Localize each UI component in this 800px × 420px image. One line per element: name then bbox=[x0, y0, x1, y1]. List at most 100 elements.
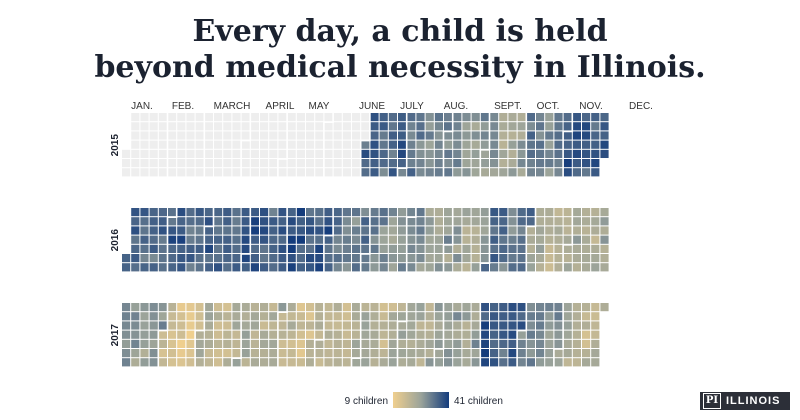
day-cell bbox=[379, 217, 388, 226]
day-cell bbox=[434, 339, 443, 348]
day-cell bbox=[278, 217, 287, 226]
day-cell bbox=[545, 263, 554, 272]
day-cell bbox=[131, 244, 140, 253]
day-cell bbox=[536, 131, 545, 140]
day-cell bbox=[287, 140, 296, 149]
day-cell bbox=[462, 358, 471, 367]
day-cell bbox=[425, 140, 434, 149]
day-cell bbox=[499, 358, 508, 367]
day-cell bbox=[480, 226, 489, 235]
day-cell bbox=[315, 113, 324, 122]
day-cell bbox=[223, 168, 232, 177]
day-cell bbox=[444, 235, 453, 244]
month-boundary bbox=[433, 303, 445, 368]
month-label-dec: DEC. bbox=[629, 101, 653, 112]
day-cell bbox=[241, 330, 250, 339]
logo-word: ILLINOIS bbox=[726, 395, 781, 407]
day-cell bbox=[149, 159, 158, 168]
day-cell bbox=[591, 217, 600, 226]
day-cell bbox=[140, 159, 149, 168]
day-cell bbox=[462, 122, 471, 131]
day-cell bbox=[370, 235, 379, 244]
day-cell bbox=[177, 217, 186, 226]
day-cell bbox=[508, 159, 517, 168]
day-cell bbox=[453, 140, 462, 149]
day-cell bbox=[536, 254, 545, 263]
day-cell bbox=[398, 168, 407, 177]
day-cell bbox=[425, 358, 434, 367]
day-cell bbox=[269, 208, 278, 217]
day-cell bbox=[195, 208, 204, 217]
day-cell bbox=[388, 339, 397, 348]
day-cell bbox=[204, 235, 213, 244]
day-cell bbox=[214, 330, 223, 339]
day-cell bbox=[416, 149, 425, 158]
day-cell bbox=[250, 254, 259, 263]
day-cell bbox=[269, 263, 278, 272]
day-cell bbox=[471, 131, 480, 140]
day-cell bbox=[416, 208, 425, 217]
day-cell bbox=[453, 226, 462, 235]
day-cell bbox=[168, 140, 177, 149]
day-cell bbox=[296, 330, 305, 339]
day-cell bbox=[296, 208, 305, 217]
day-cell bbox=[416, 113, 425, 122]
day-cell bbox=[158, 330, 167, 339]
legend: 9 children 41 children bbox=[345, 392, 503, 408]
day-cell bbox=[269, 339, 278, 348]
day-cell bbox=[250, 113, 259, 122]
day-cell bbox=[315, 321, 324, 330]
day-cell bbox=[591, 349, 600, 358]
day-cell bbox=[296, 312, 305, 321]
day-cell bbox=[195, 263, 204, 272]
day-cell bbox=[434, 263, 443, 272]
day-cell bbox=[490, 122, 499, 131]
day-cell bbox=[526, 226, 535, 235]
day-cell bbox=[177, 149, 186, 158]
day-cell bbox=[416, 226, 425, 235]
day-cell bbox=[324, 131, 333, 140]
day-cell bbox=[398, 358, 407, 367]
day-cell bbox=[370, 312, 379, 321]
day-cell bbox=[250, 244, 259, 253]
day-cell bbox=[140, 131, 149, 140]
day-cell bbox=[591, 244, 600, 253]
day-cell bbox=[122, 149, 131, 158]
day-cell bbox=[158, 303, 167, 312]
day-cell bbox=[425, 312, 434, 321]
day-cell bbox=[333, 358, 342, 367]
day-cell bbox=[296, 349, 305, 358]
month-boundary bbox=[166, 208, 178, 273]
day-cell bbox=[131, 349, 140, 358]
day-cell bbox=[140, 149, 149, 158]
day-cell bbox=[425, 339, 434, 348]
day-cell bbox=[342, 303, 351, 312]
day-cell bbox=[407, 131, 416, 140]
day-cell bbox=[186, 303, 195, 312]
day-cell bbox=[232, 263, 241, 272]
day-cell bbox=[315, 339, 324, 348]
day-cell bbox=[554, 349, 563, 358]
day-cell bbox=[342, 263, 351, 272]
day-cell bbox=[131, 303, 140, 312]
day-cell bbox=[407, 168, 416, 177]
day-cell bbox=[296, 149, 305, 158]
day-cell bbox=[361, 226, 370, 235]
publisher-logo: PI ILLINOIS bbox=[700, 392, 790, 410]
day-cell bbox=[177, 358, 186, 367]
day-cell bbox=[342, 226, 351, 235]
day-cell bbox=[122, 321, 131, 330]
day-cell bbox=[434, 149, 443, 158]
day-cell bbox=[149, 149, 158, 158]
day-cell bbox=[434, 140, 443, 149]
day-cell bbox=[416, 263, 425, 272]
day-cell bbox=[306, 159, 315, 168]
day-cell bbox=[407, 244, 416, 253]
day-cell bbox=[600, 303, 609, 312]
day-cell bbox=[241, 113, 250, 122]
day-cell bbox=[572, 113, 581, 122]
day-cell bbox=[186, 140, 195, 149]
day-cell bbox=[416, 235, 425, 244]
day-cell bbox=[526, 321, 535, 330]
day-cell bbox=[462, 113, 471, 122]
